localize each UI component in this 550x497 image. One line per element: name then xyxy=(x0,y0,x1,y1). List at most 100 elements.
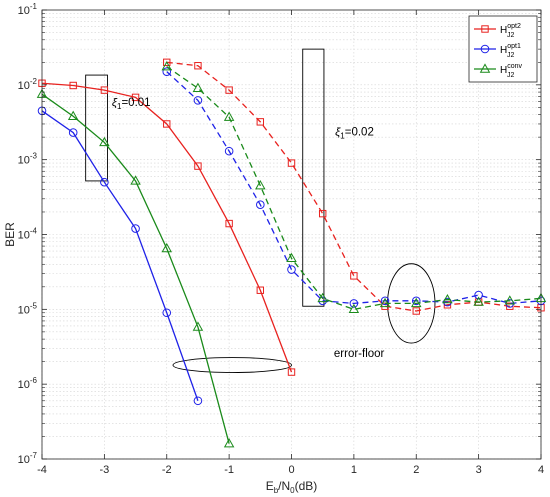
point-conv_02-0 xyxy=(161,61,173,71)
legend-marker-conv_01 xyxy=(479,63,491,73)
point-conv_02-10 xyxy=(473,296,484,306)
x-tick-label-6: 2 xyxy=(413,464,419,476)
point-conv_02-8 xyxy=(410,297,422,308)
legend-marker-opt2_01 xyxy=(481,25,489,33)
point-opt2_02-5 xyxy=(318,209,327,218)
x-tick-label-5: 1 xyxy=(351,464,357,476)
series-line-conv_02 xyxy=(166,66,542,311)
point-opt1_02-0 xyxy=(162,67,172,76)
x-tick-label-2: -2 xyxy=(162,464,172,476)
annotation-error-floor: error-floor xyxy=(334,348,385,360)
annotation-xi-001-sub: 1 xyxy=(117,102,122,111)
annotation-xi-002: ξ1=0.02 xyxy=(335,127,374,141)
point-opt1_02-7 xyxy=(380,296,390,306)
point-opt2_02-4 xyxy=(287,159,296,167)
x-axis-label-sub1: b xyxy=(274,486,279,495)
legend-entry-opt1_01: Hopt1 J2 xyxy=(474,43,521,59)
point-opt1_02-10 xyxy=(474,290,483,300)
point-conv_02-5 xyxy=(317,292,328,303)
x-tick-label-8: 4 xyxy=(538,464,544,476)
point-opt1_01-2 xyxy=(100,177,109,187)
point-conv_01-1 xyxy=(67,110,79,120)
point-opt1_02-2 xyxy=(224,146,234,156)
x-axis-label-sub2: 0 xyxy=(290,486,295,495)
point-opt1_02-3 xyxy=(256,200,265,210)
y-tick-label-5: 10-2 xyxy=(18,77,38,92)
point-conv_01-4 xyxy=(161,242,173,253)
legend-label-opt2_01: Hopt2 J2 xyxy=(500,23,521,39)
series-line-opt2_01 xyxy=(41,82,293,373)
point-conv_01-2 xyxy=(99,136,110,147)
point-opt2_02-3 xyxy=(256,118,265,126)
point-opt2_01-2 xyxy=(100,86,109,94)
x-tick-label-4: 0 xyxy=(288,464,294,476)
legend-marker-opt1_01 xyxy=(480,44,490,54)
series-line-opt1_02 xyxy=(166,71,542,305)
annotation-xi-002-value: =0.02 xyxy=(345,127,374,139)
y-axis-label: BER xyxy=(3,222,17,247)
point-conv_02-3 xyxy=(255,180,266,190)
ticks xyxy=(41,9,542,460)
y-tick-label-4: 10-3 xyxy=(18,152,38,167)
series-layer xyxy=(36,58,547,448)
legend: Hopt2 J2 Hopt1 J2 Hconv J2 xyxy=(468,15,538,83)
y-tick-label-1: 10-6 xyxy=(18,376,38,391)
point-conv_01-5 xyxy=(192,321,204,331)
point-opt2_01-6 xyxy=(225,219,233,228)
tick-labels: -4 -3 -2 -1 0 1 2 3 4 10-7 10-6 10-5 10-4 10-3 10-2 10-… xyxy=(18,2,544,476)
y-tick-label-6: 10-1 xyxy=(18,2,38,17)
point-opt1_02-4 xyxy=(287,265,296,274)
point-conv_02-9 xyxy=(442,293,453,304)
legend-entry-opt2_01: Hopt2 J2 xyxy=(474,23,521,39)
point-opt2_02-0 xyxy=(163,58,171,67)
x-tick-label-3: -1 xyxy=(224,464,234,476)
annotation-xi-002-symbol: ξ xyxy=(335,127,341,139)
x-tick-label-0: -4 xyxy=(37,464,47,476)
legend-entry-conv_01: Hconv J2 xyxy=(474,63,523,79)
point-opt2_01-7 xyxy=(256,286,265,294)
x-axis-label: Eb/N0(dB) xyxy=(266,479,318,495)
highlight-box-1 xyxy=(85,74,108,182)
point-opt1_02-6 xyxy=(349,299,359,308)
series-line-conv_01 xyxy=(41,93,230,444)
point-opt1_02-8 xyxy=(411,296,421,306)
x-tick-label-7: 3 xyxy=(476,464,482,476)
highlight-ellipse-1 xyxy=(172,357,292,373)
point-opt2_01-3 xyxy=(131,93,140,102)
x-tick-label-1: -3 xyxy=(99,464,109,476)
point-conv_02-6 xyxy=(348,303,360,314)
point-conv_02-7 xyxy=(379,297,391,308)
point-conv_02-2 xyxy=(223,111,235,121)
point-conv_02-4 xyxy=(286,252,297,263)
x-axis-label-mid: /N xyxy=(278,479,290,493)
point-conv_02-11 xyxy=(504,295,516,305)
point-opt1_01-4 xyxy=(162,308,172,318)
point-conv_01-6 xyxy=(223,438,235,448)
annotation-shapes xyxy=(85,48,436,373)
point-opt1_01-5 xyxy=(193,396,203,406)
point-opt2_02-2 xyxy=(225,86,233,94)
point-opt2_02-1 xyxy=(194,62,202,70)
point-opt1_02-1 xyxy=(193,96,203,105)
point-conv_01-3 xyxy=(130,175,141,185)
x-axis-label-main: E xyxy=(266,479,274,493)
highlight-box-2 xyxy=(302,48,325,307)
point-opt2_02-6 xyxy=(350,272,358,280)
y-tick-label-3: 10-4 xyxy=(18,227,38,242)
legend-entries: Hopt2 J2 Hopt1 J2 Hconv J2 xyxy=(474,23,523,79)
legend-label-conv_01: Hconv J2 xyxy=(500,63,523,79)
annotation-xi-001-symbol: ξ xyxy=(112,97,118,109)
annotation-xi-001: ξ1=0.01 xyxy=(112,97,151,111)
x-axis-label-tail: (dB) xyxy=(295,479,318,493)
point-conv_02-1 xyxy=(192,82,204,92)
series-conv_01 xyxy=(36,88,235,448)
point-opt2_02-8 xyxy=(412,307,420,315)
point-opt2_01-5 xyxy=(194,162,202,170)
series-opt2_01 xyxy=(38,79,296,376)
point-opt2_01-1 xyxy=(69,81,77,90)
series-opt1_01 xyxy=(37,106,203,406)
y-tick-label-2: 10-5 xyxy=(18,301,38,316)
series-line-opt1_01 xyxy=(41,110,199,401)
